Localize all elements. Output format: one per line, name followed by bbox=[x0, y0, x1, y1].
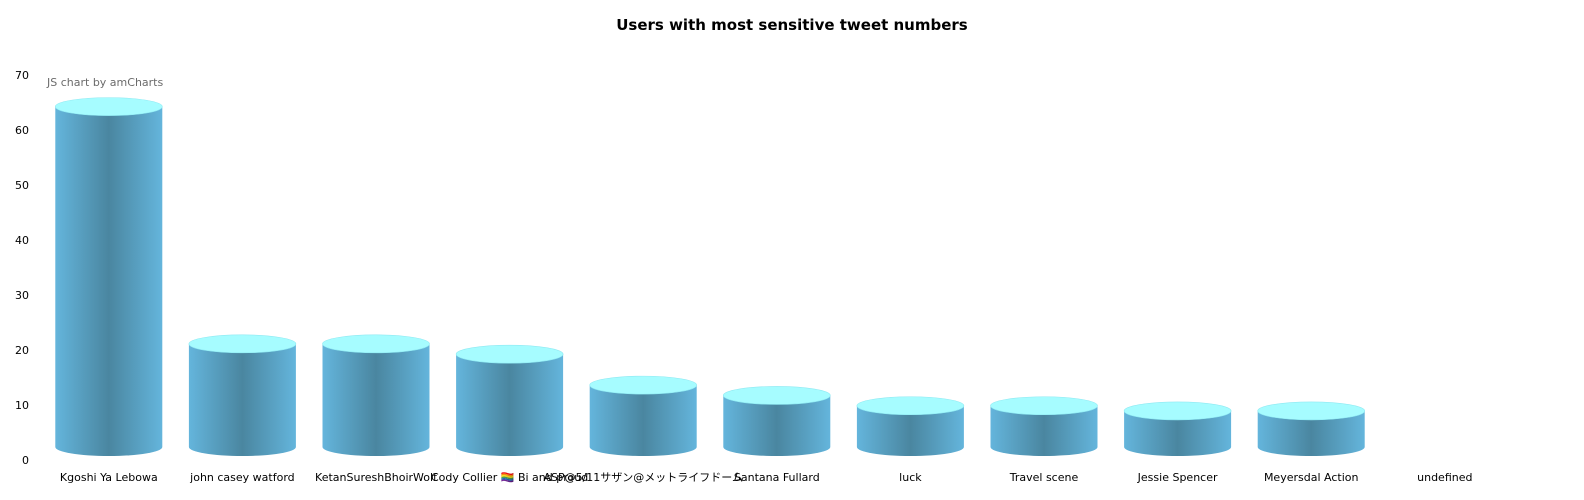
x-category-label: Santana Fullard bbox=[734, 471, 820, 484]
x-category-label: Jessie Spencer bbox=[1137, 471, 1218, 484]
bar-body[interactable] bbox=[456, 354, 564, 456]
bar-top[interactable] bbox=[856, 396, 965, 416]
bar-top[interactable] bbox=[55, 97, 163, 116]
x-category-label: Meyersdal Action bbox=[1264, 471, 1359, 484]
bar-body[interactable] bbox=[1257, 410, 1365, 456]
bar[interactable] bbox=[1123, 401, 1232, 456]
bar[interactable] bbox=[856, 396, 965, 456]
bar-body[interactable] bbox=[55, 106, 163, 456]
bar[interactable] bbox=[188, 334, 297, 456]
x-axis: Kgoshi Ya Lebowa john casey watford KetanS… bbox=[60, 471, 1473, 484]
bar-body[interactable] bbox=[723, 395, 831, 456]
bar-top[interactable] bbox=[1257, 401, 1365, 421]
bar-body[interactable] bbox=[990, 405, 1098, 456]
bar[interactable] bbox=[55, 97, 163, 456]
y-tick-label: 0 bbox=[22, 454, 29, 467]
bar-top[interactable] bbox=[589, 375, 698, 395]
y-tick-label: 20 bbox=[15, 344, 29, 357]
y-axis: 0 10 20 30 40 50 60 70 bbox=[15, 69, 29, 467]
bar-top[interactable] bbox=[722, 386, 831, 405]
bar[interactable] bbox=[455, 344, 564, 456]
bar[interactable] bbox=[589, 375, 698, 456]
chart-title: Users with most sensitive tweet numbers bbox=[616, 16, 968, 34]
y-tick-label: 10 bbox=[15, 399, 29, 412]
x-category-label: Kgoshi Ya Lebowa bbox=[60, 471, 158, 484]
bar-body[interactable] bbox=[1124, 410, 1232, 456]
bar-body[interactable] bbox=[856, 405, 964, 456]
bar[interactable] bbox=[322, 334, 430, 456]
bar-top[interactable] bbox=[1123, 401, 1232, 421]
bar-top[interactable] bbox=[188, 334, 297, 354]
bar-top[interactable] bbox=[990, 396, 1098, 416]
x-category-label: john casey watford bbox=[189, 471, 294, 484]
x-category-label: luck bbox=[899, 471, 922, 484]
bar-body[interactable] bbox=[589, 385, 697, 456]
x-category-label: Cody Collier 🏳️‍🌈 Bi and proud bbox=[431, 471, 588, 484]
bar-top[interactable] bbox=[455, 344, 564, 364]
y-tick-label: 40 bbox=[15, 234, 29, 247]
y-tick-label: 60 bbox=[15, 124, 29, 137]
bar-top[interactable] bbox=[322, 334, 430, 354]
bar[interactable] bbox=[990, 396, 1098, 456]
bars bbox=[55, 97, 1365, 456]
y-tick-label: 50 bbox=[15, 179, 29, 192]
x-category-label: KetanSureshBhoirWolf bbox=[315, 471, 438, 484]
bar[interactable] bbox=[722, 386, 831, 456]
bar-body[interactable] bbox=[188, 343, 296, 456]
x-category-label: Travel scene bbox=[1009, 471, 1079, 484]
bar-body[interactable] bbox=[322, 343, 430, 456]
x-category-label: undefined bbox=[1417, 471, 1472, 484]
chart-credit-link[interactable]: JS chart by amCharts bbox=[47, 76, 164, 89]
y-tick-label: 70 bbox=[15, 69, 29, 82]
x-category-label: ASP@5/11サザン@メットライフドーム bbox=[543, 471, 743, 484]
y-tick-label: 30 bbox=[15, 289, 29, 302]
bar[interactable] bbox=[1257, 401, 1365, 456]
